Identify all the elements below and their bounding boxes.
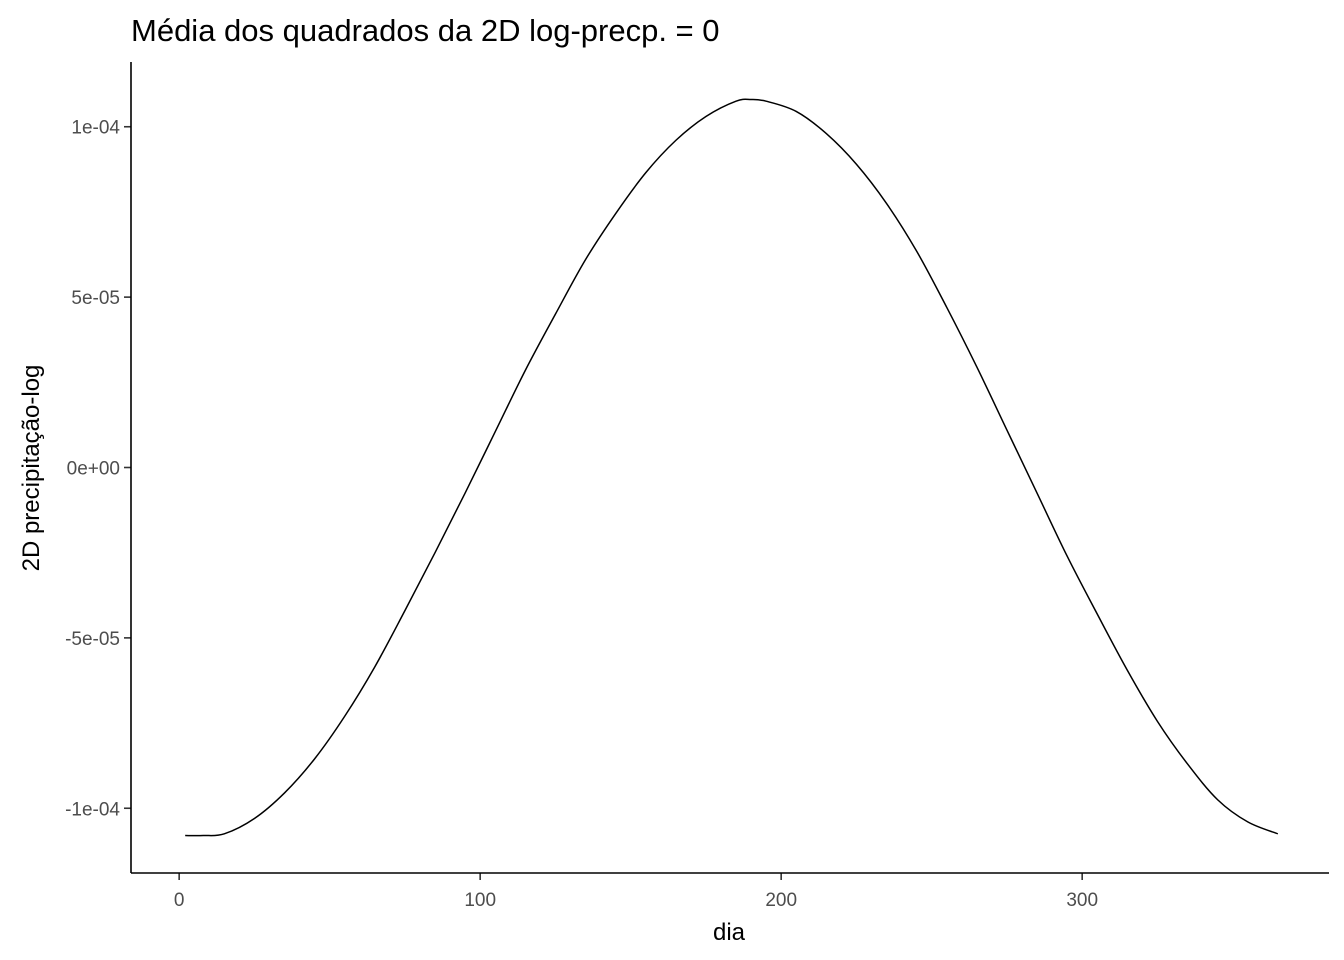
x-tick-label: 0 xyxy=(174,890,185,911)
y-tick-label: 5e-05 xyxy=(71,288,120,309)
y-tick-label: -1e-04 xyxy=(65,799,120,820)
y-tick-label: 1e-04 xyxy=(71,118,120,139)
y-axis-label: 2D precipitação-log xyxy=(18,365,45,572)
x-axis-label: dia xyxy=(713,919,746,946)
y-tick-label: -5e-05 xyxy=(65,629,120,650)
x-tick-label: 100 xyxy=(464,890,496,911)
x-tick-label: 200 xyxy=(765,890,797,911)
chart-title: Média dos quadrados da 2D log-precp. = 0 xyxy=(131,13,720,48)
x-axis-ticks: 0 100 200 300 xyxy=(174,873,1098,911)
y-tick-label: 0e+00 xyxy=(67,459,120,480)
series-line xyxy=(185,98,1279,837)
y-axis-ticks: -1e-04 -5e-05 0e+00 5e-05 1e-04 xyxy=(65,118,131,820)
x-tick-label: 300 xyxy=(1066,890,1098,911)
